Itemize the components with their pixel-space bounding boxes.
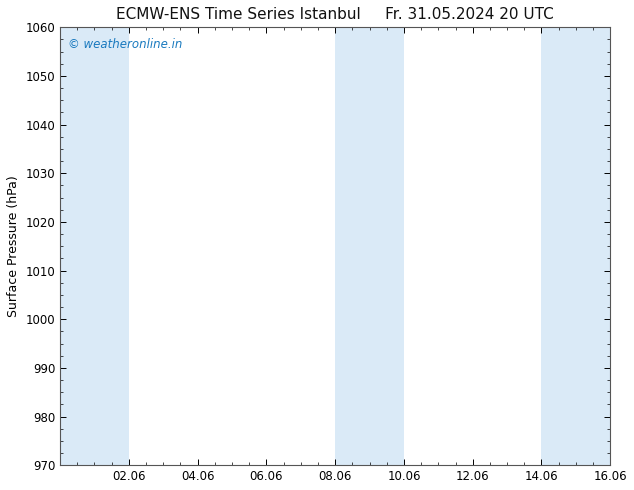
Text: © weatheronline.in: © weatheronline.in	[68, 38, 183, 51]
Bar	[541, 27, 611, 465]
Y-axis label: Surface Pressure (hPa): Surface Pressure (hPa)	[7, 175, 20, 317]
Bar	[60, 27, 129, 465]
Bar	[335, 27, 404, 465]
Title: ECMW-ENS Time Series Istanbul     Fr. 31.05.2024 20 UTC: ECMW-ENS Time Series Istanbul Fr. 31.05.…	[116, 7, 554, 22]
